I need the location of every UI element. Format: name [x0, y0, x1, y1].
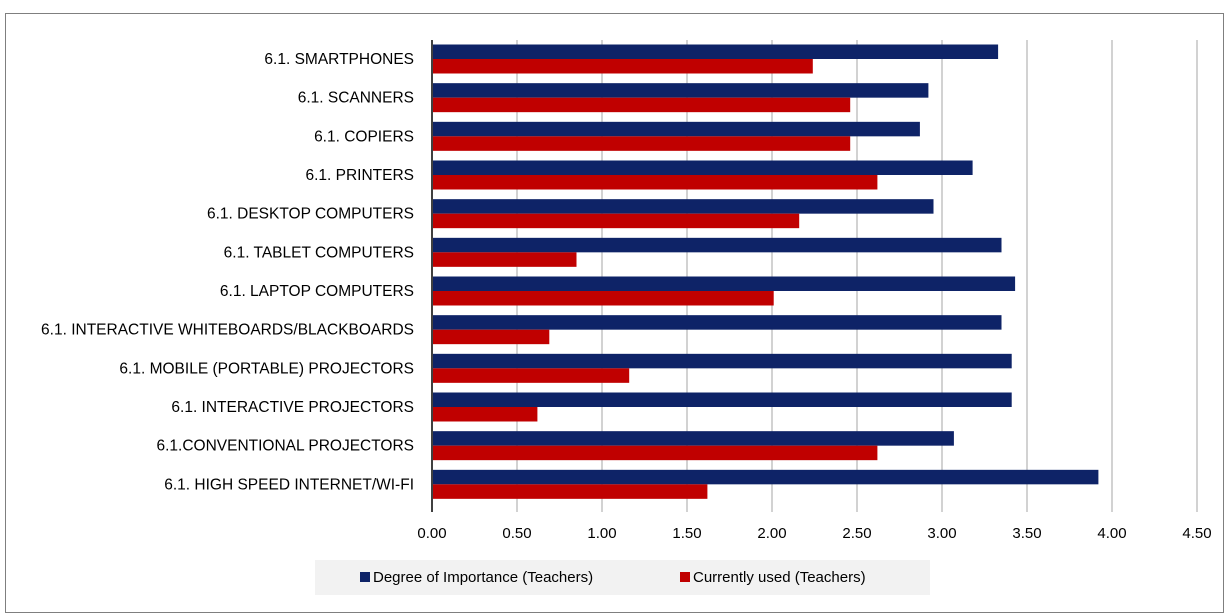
- bar-currently-used: [432, 59, 813, 74]
- bar-importance: [432, 315, 1002, 330]
- bar-importance: [432, 44, 999, 59]
- x-tick-label: 2.50: [842, 525, 871, 542]
- bar-currently-used: [432, 252, 577, 267]
- legend-swatch-importance: [360, 572, 370, 582]
- bar-importance: [432, 392, 1012, 407]
- legend-swatch-used: [680, 572, 690, 582]
- bar-importance: [432, 276, 1016, 291]
- category-labels: 6.1. SMARTPHONES 6.1. SCANNERS 6.1. COPIER…: [41, 51, 414, 493]
- bar-currently-used: [432, 97, 851, 113]
- category-label: 6.1. SCANNERS: [298, 90, 414, 107]
- bar-importance: [432, 83, 929, 98]
- bar-importance: [432, 431, 954, 446]
- bar-importance: [432, 121, 920, 137]
- bar-currently-used: [432, 445, 878, 461]
- bar-currently-used: [432, 368, 630, 383]
- x-tick-label: 0.00: [417, 525, 446, 542]
- bar-importance: [432, 469, 1099, 485]
- x-tick-label: 1.00: [587, 525, 616, 542]
- x-tick-label: 3.50: [1012, 525, 1041, 542]
- bar-importance: [432, 353, 1012, 369]
- bar-importance: [432, 199, 934, 214]
- bar-importance: [432, 237, 1002, 253]
- bar-importance: [432, 160, 973, 175]
- x-tick-label: 1.50: [672, 525, 701, 542]
- chart-frame: [5, 13, 1224, 613]
- legend-label-importance: Degree of Importance (Teachers): [373, 569, 593, 586]
- category-label: 6.1. DESKTOP COMPUTERS: [207, 206, 414, 223]
- x-tick-label: 4.50: [1182, 525, 1211, 542]
- x-tick-label: 2.00: [757, 525, 786, 542]
- category-label: 6.1.CONVENTIONAL PROJECTORS: [156, 438, 414, 455]
- legend-background: [315, 560, 930, 595]
- bar-currently-used: [432, 175, 878, 190]
- category-label: 6.1. INTERACTIVE PROJECTORS: [171, 399, 414, 416]
- legend: Degree of Importance (Teachers) Currentl…: [315, 560, 930, 595]
- category-label: 6.1. INTERACTIVE WHITEBOARDS/BLACKBOARDS: [41, 322, 414, 339]
- bar-currently-used: [432, 329, 550, 345]
- category-label: 6.1. MOBILE (PORTABLE) PROJECTORS: [119, 360, 414, 377]
- bar-currently-used: [432, 407, 538, 422]
- bar-currently-used: [432, 136, 851, 151]
- category-label: 6.1. LAPTOP COMPUTERS: [220, 283, 414, 300]
- x-tick-labels: 0.00 0.50 1.00 1.50 2.00 2.50 3.00 3.50 4.00 4.50: [417, 525, 1211, 542]
- category-label: 6.1. TABLET COMPUTERS: [224, 244, 414, 261]
- x-tick-label: 3.00: [927, 525, 956, 542]
- bars: [432, 44, 1099, 499]
- category-label: 6.1. COPIERS: [314, 128, 414, 145]
- bar-currently-used: [432, 291, 774, 306]
- x-tick-label: 4.00: [1097, 525, 1126, 542]
- category-label: 6.1. PRINTERS: [305, 167, 414, 184]
- legend-label-used: Currently used (Teachers): [693, 569, 866, 586]
- x-tick-label: 0.50: [502, 525, 531, 542]
- category-label: 6.1. HIGH SPEED INTERNET/WI-FI: [164, 476, 414, 493]
- category-label: 6.1. SMARTPHONES: [264, 51, 414, 68]
- bar-currently-used: [432, 484, 708, 499]
- bar-currently-used: [432, 213, 800, 229]
